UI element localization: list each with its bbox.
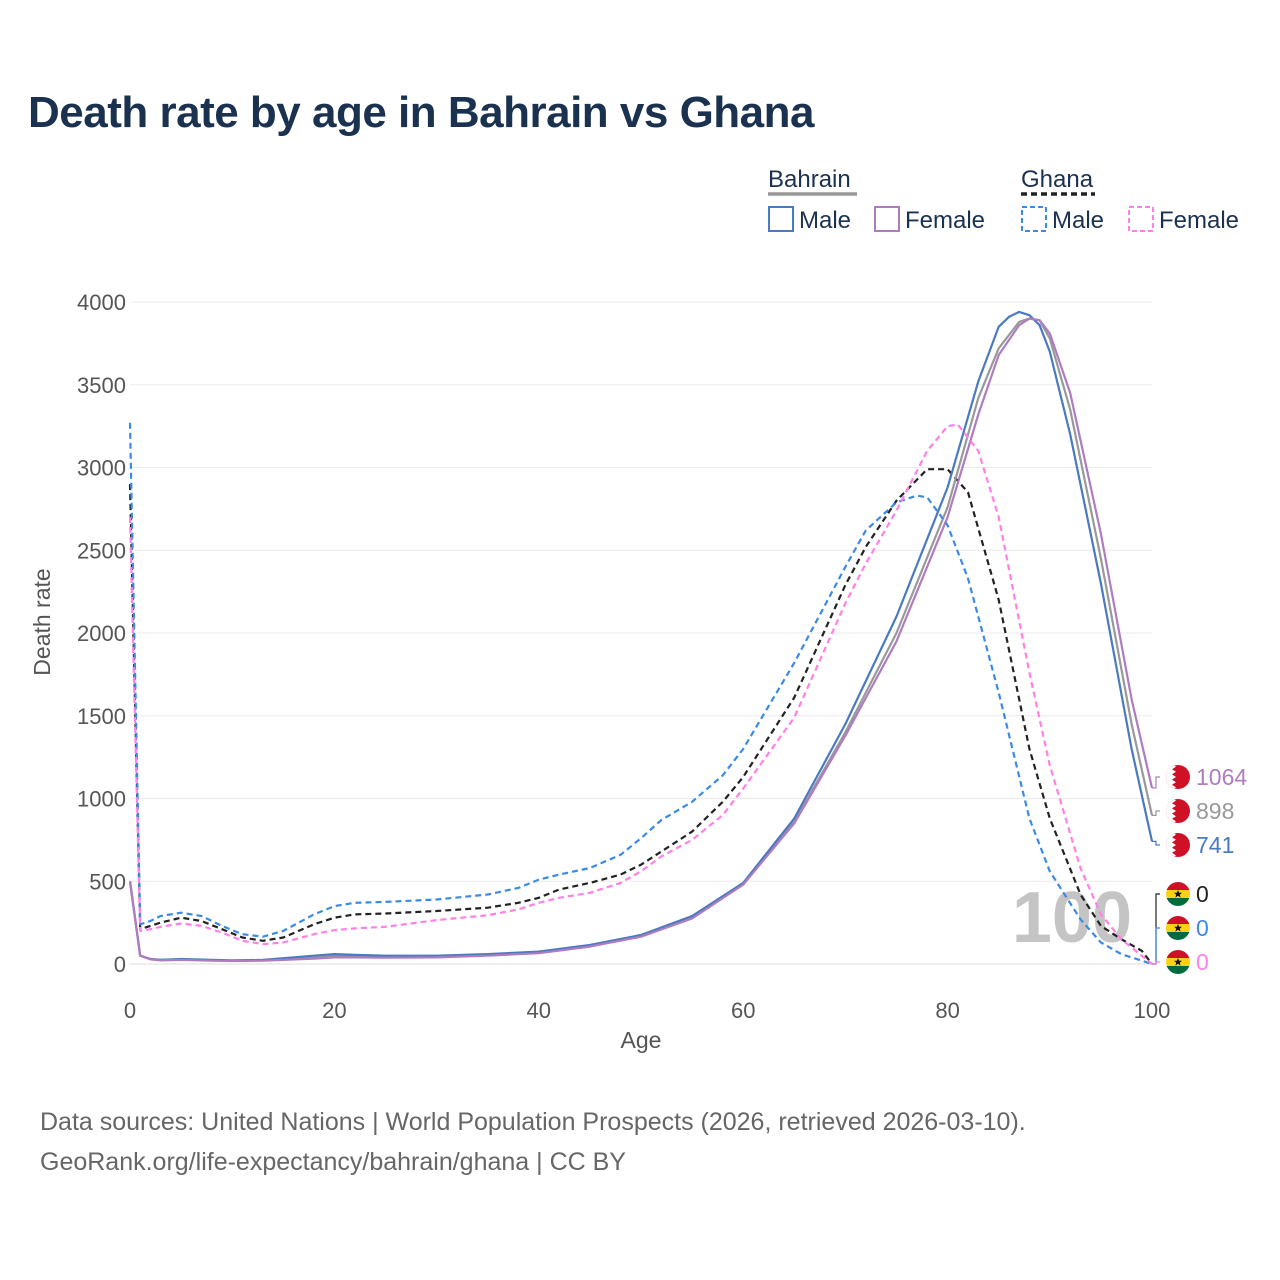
legend-group-bahrain: Bahrain: [768, 166, 851, 193]
flag-stripe-red: [1166, 916, 1190, 924]
x-axis-label: Age: [621, 1027, 662, 1053]
y-axis-label: Death rate: [29, 568, 55, 675]
legend-label-ghana-female: Female: [1159, 207, 1239, 234]
flag-stripe-green: [1166, 932, 1190, 940]
y-tick-label: 2000: [77, 621, 126, 646]
x-tick-label: 60: [731, 998, 755, 1023]
series-line-ghana-total: [128, 468, 1153, 965]
chart-title: Death rate by age in Bahrain vs Ghana: [28, 88, 814, 137]
ghana-flag-icon: [1166, 882, 1190, 906]
y-tick-label: 0: [114, 952, 126, 977]
legend-label-bahrain-female: Female: [905, 207, 985, 234]
end-value-bahrain-male: 741: [1196, 832, 1234, 858]
legend-swatch-bahrain-female: [874, 206, 900, 232]
bahrain-flag-icon: [1166, 765, 1190, 789]
x-tick-label: 20: [322, 998, 346, 1023]
y-tick-label: 3500: [77, 373, 126, 398]
series-line-ghana-female: [128, 423, 1153, 965]
series-line-bahrain-male: [128, 310, 1154, 962]
bahrain-flag-icon: [1166, 833, 1190, 857]
y-tick-label: 500: [89, 869, 126, 894]
end-connector: [1152, 927, 1160, 965]
x-tick-label: 0: [124, 998, 136, 1023]
x-tick-label: 100: [1134, 998, 1171, 1023]
legend-group-ghana: Ghana: [1021, 166, 1094, 193]
end-value-ghana-female: 0: [1196, 949, 1209, 975]
flag-stripe-green: [1166, 966, 1190, 974]
flag-stripe-red: [1166, 882, 1190, 890]
x-tick-label: 40: [527, 998, 551, 1023]
age-watermark: 100: [1012, 878, 1132, 958]
legend-label-ghana-male: Male: [1052, 207, 1104, 234]
age-watermark-group: 100: [1012, 878, 1132, 958]
series-line-ghana-male: [128, 422, 1153, 966]
y-axis-ticks: 0 500 1000 1500 2000 2500 3000 3500 4000: [77, 290, 126, 977]
legend: Bahrain Male Female Ghana Male Female: [768, 166, 1239, 234]
end-connector: [1152, 776, 1160, 789]
source-line-1: Data sources: United Nations | World Pop…: [40, 1108, 1026, 1136]
flag-star: [1174, 890, 1182, 898]
series-lines: [128, 310, 1154, 966]
y-tick-label: 4000: [77, 290, 126, 315]
flag-star: [1174, 958, 1182, 966]
legend-swatch-ghana-male: [1021, 206, 1047, 232]
series-line-bahrain-female: [128, 317, 1154, 963]
end-value-ghana-male: 0: [1196, 915, 1209, 941]
legend-label-bahrain-male: Male: [799, 207, 851, 234]
bahrain-flag-icon: [1166, 799, 1190, 823]
y-tick-label: 2500: [77, 538, 126, 563]
end-labels: 1064 898 741 0 0 0: [1152, 764, 1247, 975]
y-tick-label: 3000: [77, 456, 126, 481]
x-axis-ticks: 0 20 40 60 80 100: [124, 998, 1170, 1023]
end-value-ghana-total: 0: [1196, 881, 1209, 907]
source-line-2[interactable]: GeoRank.org/life-expectancy/bahrain/ghan…: [40, 1148, 626, 1176]
y-tick-label: 1500: [77, 704, 126, 729]
end-connector: [1152, 840, 1160, 846]
flag-stripe-green: [1166, 898, 1190, 906]
flag-star: [1174, 924, 1182, 932]
ghana-flag-icon: [1166, 916, 1190, 940]
end-connector: [1152, 961, 1160, 965]
legend-swatch-bahrain-male: [768, 206, 794, 232]
y-tick-label: 1000: [77, 787, 126, 812]
end-value-bahrain-total: 898: [1196, 798, 1234, 824]
flag-stripe-red: [1166, 950, 1190, 958]
x-tick-label: 80: [935, 998, 959, 1023]
ghana-flag-icon: [1166, 950, 1190, 974]
end-connector: [1152, 810, 1160, 817]
gridlines: [130, 301, 1152, 965]
legend-swatch-ghana-female: [1128, 206, 1154, 232]
end-value-bahrain-female: 1064: [1196, 764, 1247, 790]
